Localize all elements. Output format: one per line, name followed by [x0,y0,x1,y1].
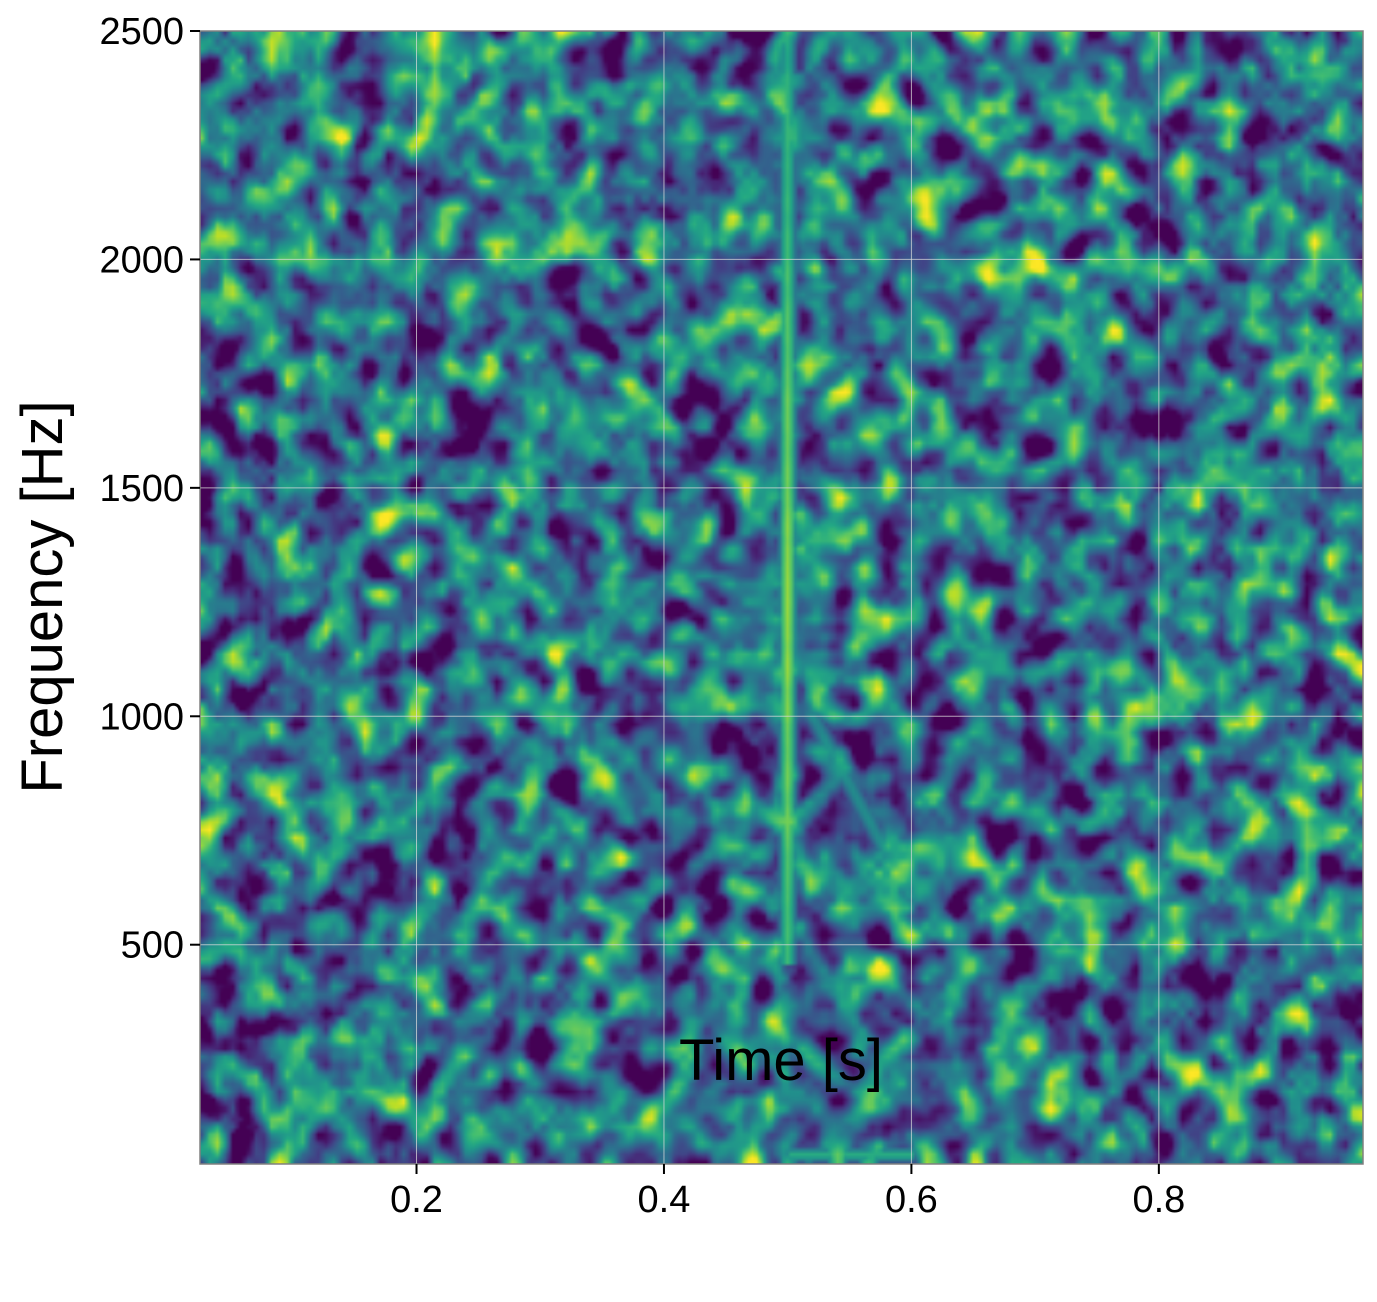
x-tick-label-0: 0.2 [390,1179,443,1221]
y-axis-label: Frequency [Hz] [10,400,75,793]
x-axis-label: Time [s] [679,1028,883,1093]
x-tick-label-3: 0.8 [1132,1179,1185,1221]
y-tick-label-2: 1500 [99,468,184,510]
y-tick-label-1: 1000 [99,696,184,738]
x-axis: 0.2 0.4 0.6 0.8 [390,1164,1185,1221]
spectrogram-heatmap [200,31,1363,1164]
x-tick-label-1: 0.4 [638,1179,691,1221]
plot-frame [199,30,1364,1165]
plot-area [199,30,1364,1165]
x-tick-label-2: 0.6 [885,1179,938,1221]
y-axis: 500 1000 1500 2000 2500 [99,11,200,967]
y-tick-label-4: 2500 [99,11,184,53]
y-tick-label-3: 2000 [99,239,184,281]
y-tick-label-0: 500 [121,925,184,967]
